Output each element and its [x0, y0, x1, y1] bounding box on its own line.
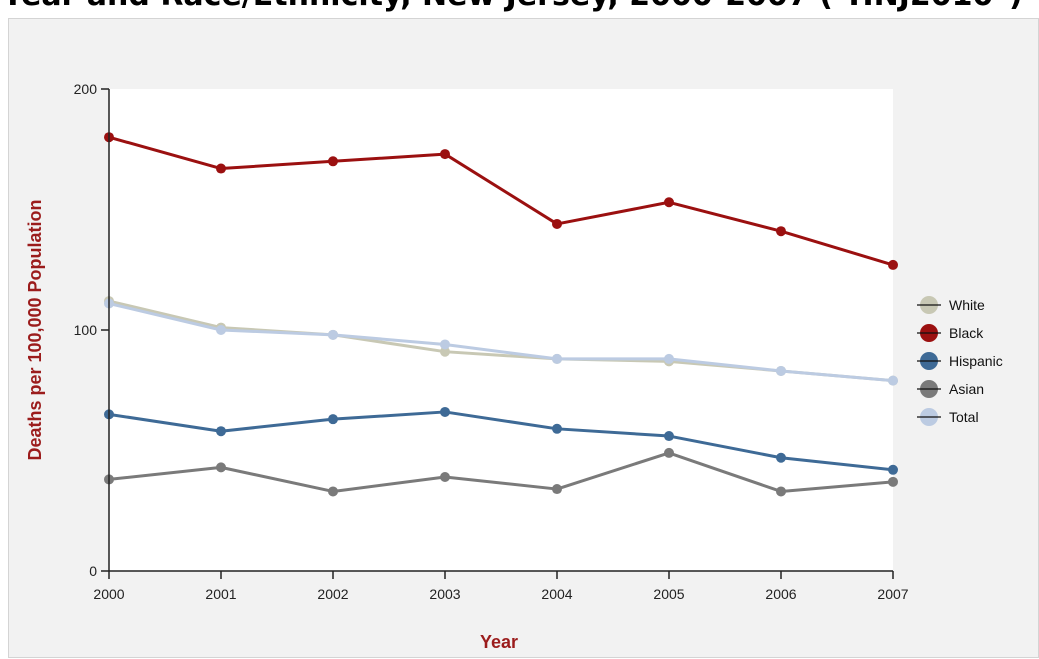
legend-item-total: Total [917, 408, 979, 426]
data-point-total [776, 365, 786, 376]
y-tick-label: 200 [74, 81, 98, 97]
data-point-total [552, 353, 562, 364]
series-line-hispanic [108, 410, 894, 472]
data-point-hispanic [776, 452, 786, 463]
legend-item-hispanic: Hispanic [917, 352, 1003, 370]
legend-label: Total [949, 409, 979, 425]
series-line-asian [108, 451, 894, 493]
y-axis-title: Deaths per 100,000 Population [25, 199, 45, 460]
series-line-black [108, 135, 894, 267]
x-tick-label: 2005 [653, 586, 684, 602]
data-point-black [888, 259, 898, 270]
x-tick-label: 2000 [93, 586, 124, 602]
chart-frame: 0 100 200 2000 2001 2002 2003 2004 2005 2006 2007 … [8, 18, 1039, 658]
legend-label: White [949, 297, 985, 313]
series-line-total [108, 302, 894, 383]
data-point-asian [328, 486, 338, 497]
data-point-hispanic [216, 426, 226, 437]
legend-label: Black [949, 325, 984, 341]
data-point-hispanic [664, 431, 674, 442]
data-point-total [216, 325, 226, 335]
data-point-black [552, 218, 562, 229]
page-title: Year and Race/Ethnicity, New Jersey, 200… [0, 0, 1039, 14]
data-point-black [440, 149, 450, 160]
data-point-black [664, 197, 674, 208]
x-tick-label: 2006 [765, 586, 796, 602]
data-point-hispanic [552, 423, 562, 434]
x-tick-label: 2004 [541, 586, 572, 602]
data-point-asian [216, 462, 226, 473]
data-point-asian [552, 484, 562, 495]
data-point-white [440, 346, 450, 357]
data-point-total [664, 353, 674, 364]
x-axis-title: Year [480, 632, 518, 652]
x-tick-label: 2003 [429, 586, 460, 602]
legend-item-asian: Asian [917, 380, 984, 398]
legend-item-black: Black [917, 324, 984, 342]
data-point-black [776, 226, 786, 237]
x-tick-label: 2001 [205, 586, 236, 602]
data-point-total [440, 339, 450, 350]
y-tick-label: 0 [89, 563, 97, 579]
data-point-total [888, 375, 898, 386]
data-point-black [216, 163, 226, 174]
data-point-asian [440, 472, 450, 483]
data-point-hispanic [888, 464, 898, 475]
data-point-hispanic [328, 414, 338, 425]
y-tick-label: 100 [74, 322, 98, 338]
data-point-total [328, 329, 338, 340]
data-point-hispanic [440, 406, 450, 417]
data-point-asian [888, 476, 898, 487]
x-tick-label: 2007 [877, 586, 908, 602]
legend-label: Asian [949, 381, 984, 397]
data-point-black [328, 156, 338, 167]
data-point-asian [664, 447, 674, 458]
legend-label: Hispanic [949, 353, 1003, 369]
legend-item-white: White [917, 296, 985, 314]
x-tick-label: 2002 [317, 586, 348, 602]
data-point-asian [776, 486, 786, 497]
